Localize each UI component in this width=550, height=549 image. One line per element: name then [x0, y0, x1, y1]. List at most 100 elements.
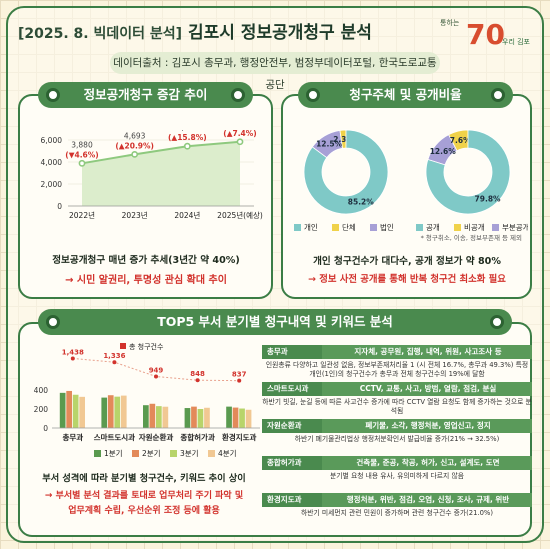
legend-label: 3분기: [180, 449, 199, 458]
title-dot-left: [46, 315, 60, 329]
legend-swatch: [294, 224, 301, 231]
keyword-dept: 총무과: [262, 345, 322, 359]
keyword-words: 지자체, 공무원, 집행, 내역, 위원, 사고조사 등: [354, 347, 502, 356]
legend-label: 2분기: [142, 449, 161, 458]
bar: [143, 405, 149, 428]
data-point: [131, 150, 139, 158]
area-fill: [82, 141, 240, 206]
keyword-bar: [262, 345, 532, 359]
total-label: 949: [149, 366, 164, 374]
title-dot-left: [46, 88, 60, 102]
keyword-dept: 종합허가과: [262, 456, 322, 470]
keyword-desc: 분기별 요청 내용 유사, 유의미하게 다르지 않음: [330, 472, 464, 480]
change-label: (▼4.6%): [65, 150, 98, 159]
keyword-table: 총무과 지자체, 공무원, 집행, 내역, 위원, 사고조사 등 인원총류 다양…: [262, 345, 532, 530]
requester-conclusion: → 정보 사전 공개를 통해 반복 청구건 최소화 필요: [308, 274, 506, 285]
legend-label: 부분공개: [502, 222, 528, 232]
donut-charts: 12.5%2.3% 85.2% 개인 단체 법인 12.6% 7.6% 79.8% 공개 비공개 부…: [294, 129, 528, 232]
y-tick-label: 6,000: [41, 136, 63, 145]
x-tick-label: 2023년: [122, 210, 148, 220]
bar: [114, 396, 121, 428]
donut-slice: [425, 129, 511, 215]
bar: [59, 392, 66, 428]
slice-label: 12.5%: [316, 140, 343, 149]
legend-label: 1분기: [104, 449, 123, 458]
keyword-words: 폐기물, 소각, 행정처분, 영업신고, 정지: [365, 421, 491, 430]
legend-label: 4분기: [218, 449, 237, 458]
trend-conclusion: → 시민 알권리, 투명성 관심 확대 추이: [65, 275, 227, 286]
keyword-dept: 자원순환과: [262, 419, 322, 433]
donut-note: * 청구취소, 이송, 정보부존재 등 제외: [420, 234, 522, 242]
bar: [184, 408, 191, 428]
legend-label: 총 청구건수: [129, 342, 164, 351]
total-label: 1,438: [62, 348, 84, 356]
data-point: [183, 142, 191, 150]
bar: [204, 407, 210, 428]
legend-swatch: [120, 343, 126, 349]
keyword-bar: [262, 456, 532, 470]
keyword-row: 종합허가과 건축물, 준공, 착공, 허가, 신고, 설계도, 도면 분기별 요…: [262, 456, 532, 492]
bar: [79, 396, 85, 428]
keyword-desc: 인원총류 다양하고 일관성 없음, 정보부존재처리율 1 (시 전체 16.7%…: [265, 361, 529, 378]
y-tick-label: 400: [34, 386, 49, 395]
bar: [191, 406, 197, 428]
value-label: 5,436: [177, 130, 199, 132]
logo-number: 70: [466, 18, 505, 51]
keyword-desc: 하반기 미세먼지 관련 민원이 증가하며 관련 청구건수 증가(21.0%): [300, 509, 494, 517]
slice-label: 12.6%: [430, 147, 457, 156]
panel-departments-title: TOP5 부서 분기별 청구내역 및 키워드 분석: [38, 309, 512, 335]
keyword-words: CCTV, 교통, 사고, 방범, 열람, 점검, 분실: [359, 384, 497, 393]
x-tick-label: 자원순환과: [139, 432, 174, 442]
legend-label: 단체: [342, 222, 356, 232]
value-label: 4,693: [124, 131, 146, 140]
x-tick-label: 환경지도과: [222, 432, 257, 442]
slice-label: 79.8%: [475, 195, 502, 204]
keyword-words: 행정처분, 위반, 점검, 오염, 신청, 조사, 규제, 위반: [346, 495, 510, 504]
y-tick-label: 200: [34, 405, 49, 414]
keyword-bar: [262, 493, 532, 507]
change-label: (▲20.9%): [115, 141, 154, 150]
keyword-desc: 하반기 빗길, 눈길 등에 따른 사고건수 증가에 따라 CCTV 열람 요청도…: [262, 398, 532, 415]
departments-conclusion-2: 업무계획 수립, 우선순위 조정 등에 활용: [68, 506, 220, 516]
change-label: (▲15.8%): [168, 133, 207, 142]
panel-departments-title-text: TOP5 부서 분기별 청구내역 및 키워드 분석: [157, 314, 393, 329]
logo-text-bottom: 우리 김포: [502, 37, 530, 46]
keyword-dept: 스마트도시과: [262, 382, 322, 396]
trend-summary: 정보공개청구 매년 증가 추세(3년간 약 40%): [52, 255, 240, 266]
slice-label: 85.2%: [348, 197, 375, 206]
y-tick-label: 4,000: [41, 158, 63, 167]
keyword-bar: [262, 419, 532, 433]
x-tick-label: 2022년: [69, 210, 95, 220]
change-label: (▲7.4%): [223, 130, 256, 138]
total-label: 848: [190, 370, 205, 378]
keyword-desc: 하반기 폐기물관리법상 행정처분확인서 발급비율 증가(21% → 32.5%): [294, 435, 500, 443]
keyword-bar: [262, 382, 532, 396]
title-main: 김포시 정보공개청구 분석: [187, 23, 372, 43]
logo-text-top: 통하는: [440, 18, 460, 27]
bar: [72, 394, 79, 428]
bar: [156, 406, 162, 428]
bar: [245, 409, 252, 428]
total-label: 1,336: [103, 352, 125, 360]
bar: [107, 395, 114, 428]
title-prefix: [2025. 8. 빅데이터 분석]: [18, 26, 183, 42]
bar: [162, 406, 169, 428]
panel-trend-title-text: 정보공개청구 증감 추이: [83, 87, 208, 102]
panel-requester-title-text: 청구주체 및 공개비율: [349, 87, 462, 102]
total-point: [237, 378, 242, 383]
x-tick-label: 종합허가과: [180, 432, 215, 442]
total-point: [154, 374, 158, 379]
title-dot-right: [490, 315, 504, 329]
bar: [197, 409, 204, 428]
legend-swatch: [208, 450, 215, 457]
keyword-row: 환경지도과 행정처분, 위반, 점검, 오염, 신청, 조사, 규제, 위반 하…: [262, 493, 532, 529]
page-title: [2025. 8. 빅데이터 분석] 김포시 정보공개청구 분석: [18, 18, 372, 43]
y-tick-label: 0: [43, 424, 48, 433]
legend-swatch: [332, 224, 339, 231]
legend-label: 비공개: [464, 222, 485, 232]
donut-slice: [303, 129, 389, 215]
total-point: [112, 360, 117, 365]
y-tick-label: 0: [57, 202, 62, 211]
total-point: [70, 356, 75, 361]
